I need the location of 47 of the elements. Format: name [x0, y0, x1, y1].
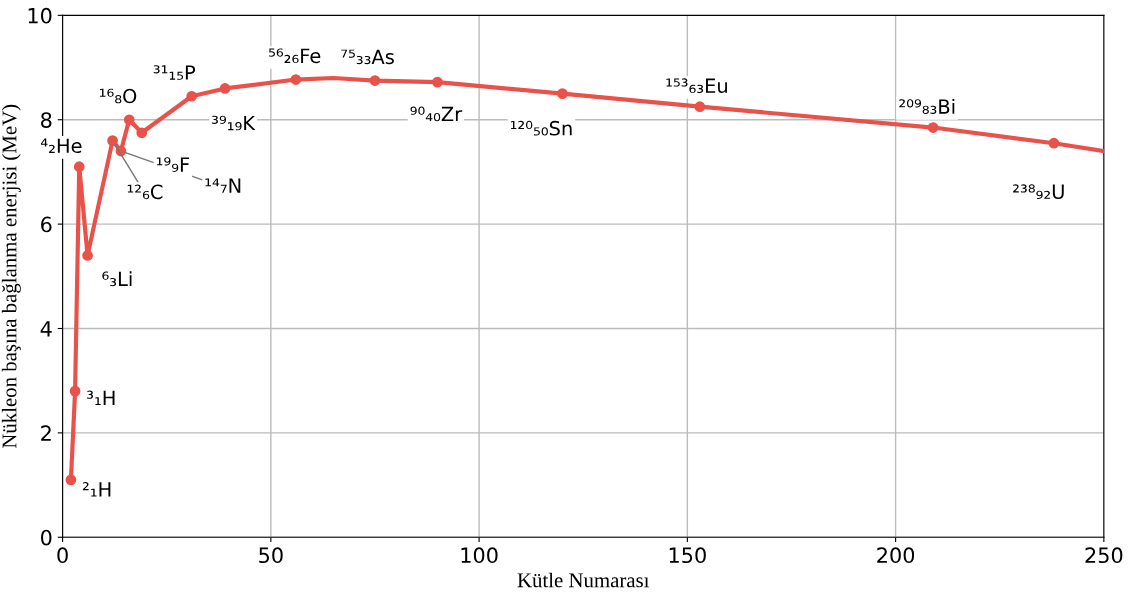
annotation: ¹⁹₉F — [156, 157, 190, 172]
point — [69, 385, 81, 397]
y-tick-label: 2 — [41, 425, 51, 441]
annotation: ⁵⁶₂₆Fe — [269, 48, 321, 64]
point — [369, 75, 381, 86]
annotation: ⁴₂He — [40, 138, 82, 154]
x-tick-label: 0 — [57, 547, 68, 564]
point — [136, 127, 148, 139]
point — [219, 83, 231, 94]
annotation: ³₁H — [87, 390, 115, 406]
y-tick-label: 0 — [40, 529, 52, 546]
annotation: ¹⁶₈O — [99, 88, 137, 104]
annotation: ³¹₁₅P — [153, 65, 196, 80]
point — [557, 88, 568, 99]
y-tick-label: 8 — [41, 112, 52, 128]
x-tick-label: 250 — [1085, 547, 1123, 564]
point — [82, 250, 93, 261]
x-tick-label: 200 — [877, 547, 915, 564]
point — [65, 474, 77, 486]
x-tick-label: 100 — [461, 547, 498, 564]
annotation: ²⁰⁹₈₃Bi — [899, 98, 955, 114]
x-tick-label: 50 — [259, 547, 283, 564]
point — [186, 90, 198, 102]
point — [694, 101, 706, 113]
annotation: ³⁹₁₉K — [212, 115, 256, 131]
point — [123, 114, 135, 126]
point — [107, 135, 118, 146]
y-tick-label: 10 — [28, 7, 52, 24]
annotation: ¹²⁰₅₀Sn — [510, 120, 572, 136]
y-tick-label: 6 — [41, 216, 52, 233]
annotation: ¹²₆C — [127, 184, 163, 200]
annotation: ⁶₃Li — [102, 271, 132, 287]
x-axis-title: Kütle Numarası — [517, 572, 650, 588]
annotation: ⁷⁵₃₃As — [341, 49, 394, 65]
point — [73, 161, 85, 173]
y-axis-title: Nükleon başına bağlanma enerjisi (MeV) — [1, 104, 21, 449]
point — [927, 122, 939, 133]
annotation: ¹⁵³₆₃Eu — [666, 78, 727, 94]
annotation: ¹⁴₇N — [205, 178, 241, 193]
x-tick-label: 150 — [669, 547, 706, 564]
point — [290, 74, 302, 85]
point — [432, 76, 443, 88]
point — [1048, 137, 1060, 149]
annotation: ⁹⁰₄₀Zr — [410, 106, 463, 122]
annotation: ²₁H — [82, 482, 111, 497]
annotation: ²³⁸₉₂U — [1013, 184, 1064, 200]
y-tick-label: 4 — [40, 321, 52, 337]
